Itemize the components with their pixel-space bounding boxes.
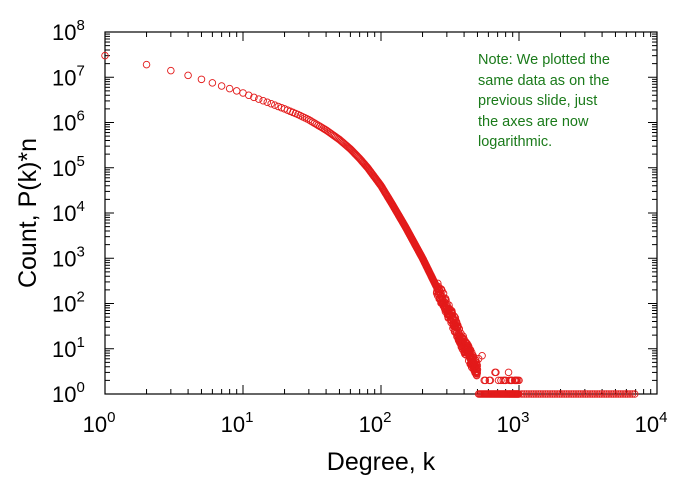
data-point [308, 118, 317, 126]
x-tick-label: 104 [635, 409, 668, 437]
data-point [598, 390, 606, 398]
data-point [548, 390, 557, 398]
annotation-note: Note: We plotted the same data as on the… [478, 50, 678, 153]
data-point [330, 132, 339, 140]
x-tick-label: 102 [359, 409, 392, 437]
data-point [504, 368, 513, 377]
x-tick-labels: 100 101 102 103 104 [83, 409, 668, 437]
data-point [274, 102, 282, 111]
data-point [184, 71, 192, 80]
data-point [515, 390, 523, 398]
data-point [250, 93, 258, 102]
x-tick-label: 100 [83, 409, 116, 437]
data-point [307, 117, 315, 125]
data-point [254, 95, 263, 103]
data-point [472, 358, 481, 367]
data-point [581, 390, 590, 398]
y-tick-label: 106 [52, 108, 85, 136]
data-point [609, 390, 618, 398]
data-point [626, 390, 634, 398]
data-point [619, 390, 627, 398]
data-point [569, 390, 578, 398]
data-point [567, 390, 576, 398]
data-point [436, 287, 444, 295]
data-point [555, 390, 564, 398]
data-point [208, 79, 217, 87]
data-point [481, 376, 490, 385]
data-point [167, 66, 175, 75]
y-tick-label: 104 [52, 198, 85, 226]
data-point [562, 390, 571, 398]
data-point [614, 390, 623, 398]
data-point [607, 390, 615, 398]
data-point [232, 87, 241, 95]
data-point [439, 289, 448, 298]
data-point [492, 368, 500, 377]
data-point [515, 376, 523, 385]
data-point [451, 314, 460, 322]
annotation-line: previous slide, just [478, 93, 598, 109]
data-point [543, 390, 552, 398]
data-point [244, 91, 253, 99]
data-point [486, 376, 495, 385]
data-point [616, 390, 625, 398]
data-point [621, 390, 630, 398]
y-axis-title: Count, P(k)*n [14, 138, 42, 288]
data-point [572, 390, 580, 398]
annotation-line: the axes are now [478, 113, 589, 130]
data-point [263, 98, 272, 107]
data-point [612, 390, 620, 398]
annotation-line: logarithmic. [478, 134, 553, 150]
data-point [539, 390, 547, 398]
y-tick-label: 101 [52, 334, 85, 362]
scatter-points [101, 51, 639, 398]
data-point [588, 390, 597, 398]
data-point [574, 390, 583, 398]
data-point [101, 51, 109, 60]
data-point [473, 369, 481, 377]
data-point [497, 376, 505, 385]
data-point [605, 390, 613, 398]
data-point [142, 60, 151, 69]
data-point [551, 390, 559, 398]
annotation-line: same data as on the [478, 72, 610, 89]
y-tick-label: 102 [52, 289, 85, 317]
data-point [332, 133, 340, 141]
data-point [217, 82, 226, 90]
data-point [305, 115, 313, 124]
data-point [478, 352, 486, 360]
data-point [541, 390, 550, 398]
y-tick-label: 107 [52, 62, 85, 90]
axis-ticks [104, 31, 658, 395]
annotation-line: Note: We plotted the [478, 52, 610, 68]
data-point [584, 390, 592, 398]
data-point [553, 390, 561, 398]
data-point [586, 390, 594, 398]
x-tick-label: 101 [221, 409, 254, 437]
data-point [434, 279, 442, 288]
data-point [473, 365, 482, 374]
y-tick-label: 108 [52, 17, 85, 45]
data-point [225, 84, 234, 93]
y-tick-label: 103 [52, 243, 85, 271]
data-point [271, 101, 279, 109]
data-point [628, 390, 637, 398]
data-point [546, 390, 554, 398]
data-point [518, 390, 526, 398]
data-point [630, 390, 639, 398]
data-point [259, 96, 267, 105]
data-point [600, 390, 608, 398]
x-tick-label: 103 [497, 409, 530, 437]
y-tick-label: 100 [52, 379, 85, 407]
data-point [267, 99, 275, 108]
data-point [197, 75, 206, 84]
y-tick-labels: 100 101 102 103 104 105 106 107 108 [52, 17, 85, 407]
data-point [565, 390, 573, 398]
x-axis-title: Degree, k [327, 448, 436, 476]
y-tick-label: 105 [52, 153, 85, 181]
